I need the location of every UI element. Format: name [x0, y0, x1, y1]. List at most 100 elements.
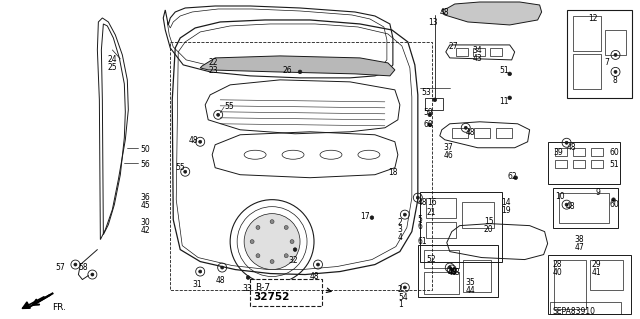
Bar — [548, 255, 632, 315]
Circle shape — [370, 216, 374, 219]
Text: 18: 18 — [388, 168, 397, 177]
Circle shape — [317, 263, 319, 266]
Text: 16: 16 — [427, 198, 436, 207]
Circle shape — [403, 286, 406, 289]
Bar — [425, 98, 443, 110]
Bar — [424, 249, 459, 268]
Text: 39: 39 — [554, 148, 563, 157]
Circle shape — [298, 70, 302, 74]
Bar — [573, 160, 584, 168]
Bar — [555, 160, 566, 168]
Bar — [462, 202, 493, 228]
Bar — [591, 148, 602, 156]
Circle shape — [256, 226, 260, 229]
Circle shape — [614, 70, 617, 73]
Bar — [559, 193, 609, 223]
Text: B-7: B-7 — [255, 283, 270, 292]
Text: 20: 20 — [484, 225, 493, 234]
Text: 2: 2 — [398, 218, 403, 226]
Circle shape — [256, 254, 260, 258]
Circle shape — [403, 213, 406, 216]
Circle shape — [91, 273, 94, 276]
Text: FR.: FR. — [52, 303, 67, 312]
Circle shape — [565, 203, 568, 206]
Text: 48: 48 — [566, 202, 575, 211]
Text: 57: 57 — [56, 263, 65, 271]
Text: 14: 14 — [502, 198, 511, 207]
Text: 38: 38 — [575, 234, 584, 244]
Bar — [474, 128, 490, 138]
Circle shape — [614, 53, 617, 56]
Text: 5: 5 — [418, 215, 422, 224]
Text: 27: 27 — [449, 42, 458, 51]
Text: 13: 13 — [428, 18, 438, 27]
Circle shape — [451, 268, 453, 271]
Text: 50: 50 — [140, 145, 150, 154]
Text: 33: 33 — [242, 284, 252, 293]
Circle shape — [250, 240, 254, 244]
Text: 48: 48 — [310, 271, 319, 280]
Circle shape — [464, 126, 467, 129]
Text: 48: 48 — [451, 268, 460, 277]
Text: 11: 11 — [500, 97, 509, 106]
Circle shape — [198, 140, 202, 143]
Text: 26: 26 — [282, 66, 292, 75]
Bar — [573, 148, 584, 156]
Text: 52: 52 — [427, 255, 436, 263]
Text: 23: 23 — [208, 66, 218, 75]
Polygon shape — [200, 56, 395, 76]
Text: 36: 36 — [140, 193, 150, 202]
Text: 60: 60 — [424, 120, 433, 129]
Bar — [426, 198, 456, 218]
Text: 51: 51 — [500, 66, 509, 75]
Text: 59: 59 — [424, 108, 433, 117]
Text: 42: 42 — [140, 226, 150, 235]
Circle shape — [244, 214, 300, 270]
Circle shape — [217, 113, 220, 116]
Text: 40: 40 — [552, 268, 563, 277]
Circle shape — [270, 260, 274, 263]
Text: 55: 55 — [175, 163, 185, 172]
Polygon shape — [442, 2, 541, 25]
Bar — [463, 260, 491, 292]
Text: 48: 48 — [566, 143, 576, 152]
Text: 53: 53 — [422, 88, 431, 97]
Bar — [250, 278, 322, 307]
Text: 56: 56 — [140, 160, 150, 169]
Text: 17: 17 — [360, 211, 369, 221]
Text: 37: 37 — [444, 143, 454, 152]
Text: 24: 24 — [108, 55, 117, 64]
Text: 48: 48 — [440, 8, 449, 17]
Text: 41: 41 — [591, 268, 601, 277]
Text: 54: 54 — [398, 293, 408, 301]
Text: 43: 43 — [473, 54, 483, 63]
Bar — [420, 192, 502, 262]
Text: 48: 48 — [418, 198, 428, 207]
Circle shape — [428, 123, 431, 127]
Bar — [605, 30, 627, 55]
Circle shape — [433, 98, 436, 102]
Text: 29: 29 — [591, 260, 601, 269]
Circle shape — [428, 113, 431, 117]
Text: 44: 44 — [466, 286, 476, 294]
Bar — [426, 222, 456, 238]
Text: 60: 60 — [609, 200, 620, 209]
Bar — [589, 260, 623, 290]
Circle shape — [508, 72, 511, 76]
Circle shape — [284, 254, 288, 258]
Text: 1: 1 — [398, 300, 403, 309]
Text: 15: 15 — [484, 217, 493, 226]
Text: 35: 35 — [466, 278, 476, 286]
Bar — [452, 128, 468, 138]
Circle shape — [448, 266, 451, 269]
Text: 47: 47 — [575, 242, 584, 252]
Text: 48: 48 — [215, 276, 225, 285]
Text: 32752: 32752 — [253, 292, 289, 301]
Text: 62: 62 — [508, 172, 517, 181]
Bar — [566, 10, 632, 98]
Bar — [555, 148, 566, 156]
Text: 51: 51 — [609, 160, 619, 169]
Text: 2: 2 — [398, 285, 403, 293]
Text: 45: 45 — [140, 201, 150, 210]
Bar — [554, 260, 586, 309]
